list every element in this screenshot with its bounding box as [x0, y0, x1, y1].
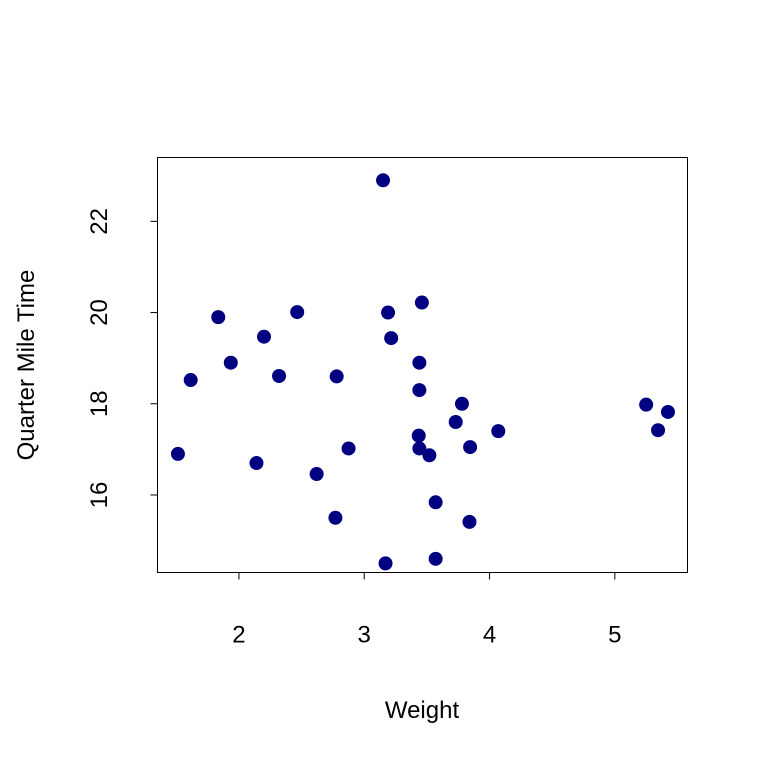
- data-point: [491, 424, 506, 439]
- x-tick-label: 4: [483, 622, 496, 649]
- data-point: [309, 466, 324, 481]
- data-point: [170, 446, 185, 461]
- y-axis-label: Quarter Mile Time: [13, 270, 40, 461]
- data-point: [660, 404, 675, 419]
- data-points: [170, 173, 675, 571]
- data-point: [454, 396, 469, 411]
- data-point: [412, 441, 427, 456]
- data-point: [272, 368, 287, 383]
- data-point: [384, 331, 399, 346]
- x-axis-label: Weight: [385, 697, 460, 724]
- data-point: [381, 305, 396, 320]
- data-point: [329, 369, 344, 384]
- y-tick-label: 16: [86, 482, 113, 509]
- data-point: [411, 428, 426, 443]
- data-point: [412, 383, 427, 398]
- y-tick-label: 22: [86, 208, 113, 235]
- data-point: [376, 173, 391, 188]
- data-point: [211, 310, 226, 325]
- data-point: [651, 423, 666, 438]
- data-point: [412, 355, 427, 370]
- data-point: [639, 397, 654, 412]
- x-tick-label: 3: [358, 622, 371, 649]
- data-point: [328, 510, 343, 525]
- data-point: [428, 551, 443, 566]
- x-tick-label: 2: [232, 622, 245, 649]
- x-tick-label: 5: [608, 622, 621, 649]
- y-axis: 16 18 20 22: [86, 208, 158, 508]
- data-point: [463, 440, 478, 455]
- data-point: [414, 295, 429, 310]
- data-point: [422, 448, 437, 463]
- data-point: [223, 355, 238, 370]
- data-point: [341, 441, 356, 456]
- data-point: [428, 495, 443, 510]
- y-tick-label: 18: [86, 390, 113, 417]
- x-axis: 2 3 4 5: [232, 572, 622, 649]
- data-point: [183, 373, 198, 388]
- data-point: [290, 305, 305, 320]
- y-tick-label: 20: [86, 299, 113, 326]
- data-point: [462, 514, 477, 529]
- data-point: [378, 556, 393, 571]
- data-point: [249, 456, 264, 471]
- data-point: [448, 415, 463, 430]
- data-point: [257, 329, 272, 344]
